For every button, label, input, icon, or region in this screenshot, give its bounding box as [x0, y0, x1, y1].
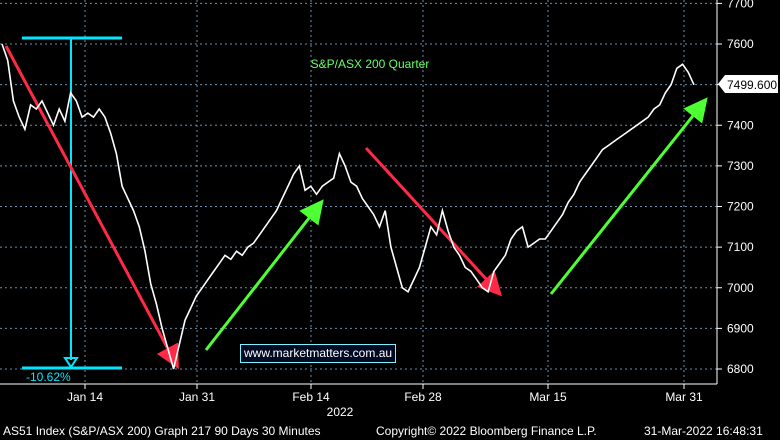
x-tick-label: Feb 28 — [404, 390, 442, 404]
x-tick-label: Feb 14 — [292, 390, 330, 404]
y-tick-label: 6900 — [727, 321, 754, 335]
down-trend-arrow-1 — [4, 45, 179, 370]
price-series-line — [1, 43, 695, 370]
footer-bar: AS51 Index (S&P/ASX 200) Graph 217 90 Da… — [0, 422, 780, 440]
y-tick-label: 7300 — [727, 159, 754, 173]
website-url-box: www.marketmatters.com.au — [240, 344, 397, 363]
y-tick-label: 7200 — [727, 200, 754, 214]
y-tick-label: 7000 — [727, 281, 754, 295]
y-tick-label: 6800 — [727, 362, 754, 376]
last-price-tag: 7499.600 — [718, 75, 778, 93]
footer-copyright: Copyright© 2022 Bloomberg Finance L.P. — [376, 424, 597, 438]
x-tick-label: Mar 15 — [529, 390, 567, 404]
x-axis-year-label: 2022 — [327, 405, 354, 419]
range-arrowhead-icon — [63, 357, 79, 369]
up-trend-arrow-2 — [549, 97, 708, 295]
footer-index-description: AS51 Index (S&P/ASX 200) Graph 217 90 Da… — [3, 424, 321, 438]
y-tick-label: 7100 — [727, 240, 754, 254]
y-tick-label: 7700 — [727, 0, 754, 10]
range-percent-label: -10.62% — [26, 370, 71, 384]
x-axis-ticks: Jan 14 Jan 31 Feb 14 Feb 28 Mar 15 Mar 31 — [67, 384, 703, 404]
up-trend-arrow-1 — [204, 199, 324, 351]
x-tick-label: Jan 14 — [67, 390, 103, 404]
y-tick-label: 7400 — [727, 118, 754, 132]
footer-timestamp: 31-Mar-2022 16:48:31 — [644, 424, 763, 438]
y-tick-label: 7600 — [727, 37, 754, 51]
down-trend-arrow-2 — [364, 146, 503, 297]
chart-title: S&P/ASX 200 Quarter — [311, 57, 430, 71]
x-tick-label: Mar 31 — [665, 390, 703, 404]
x-tick-label: Jan 31 — [179, 390, 215, 404]
last-price-label: 7499.600 — [727, 78, 777, 92]
